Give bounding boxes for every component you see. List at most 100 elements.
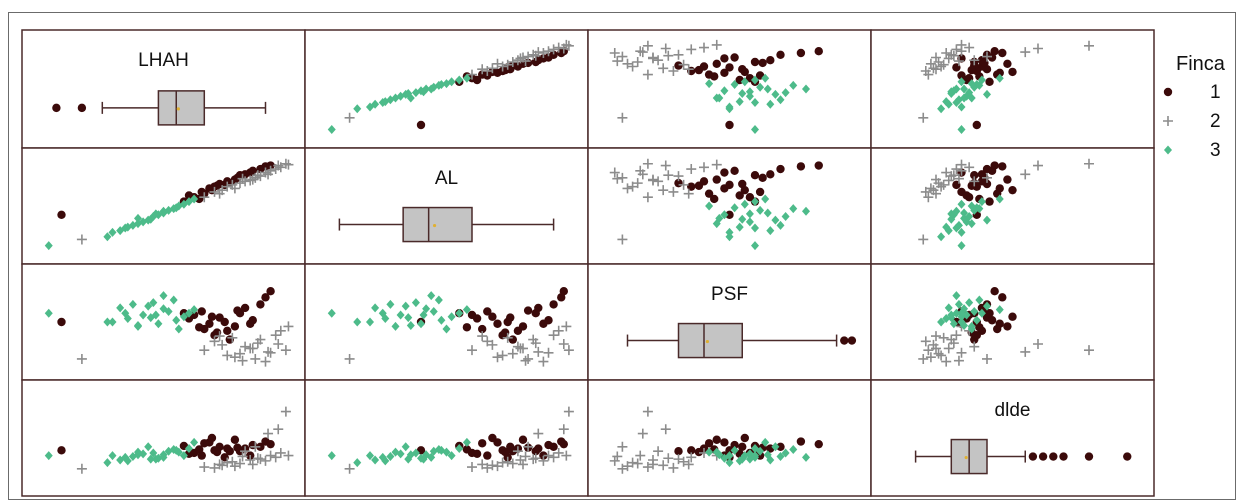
data-point bbox=[273, 339, 284, 349]
data-point bbox=[515, 343, 526, 354]
data-point bbox=[406, 450, 415, 460]
data-point bbox=[275, 447, 286, 458]
data-point bbox=[240, 446, 251, 457]
series-1 bbox=[674, 161, 823, 219]
data-point bbox=[190, 305, 199, 315]
data-point bbox=[549, 50, 558, 59]
data-point bbox=[660, 43, 671, 54]
data-point bbox=[492, 58, 503, 69]
data-point bbox=[632, 57, 643, 67]
data-point bbox=[344, 463, 355, 474]
data-point bbox=[942, 97, 951, 107]
series-3 bbox=[44, 437, 199, 468]
data-point bbox=[534, 303, 543, 313]
data-point bbox=[503, 317, 512, 327]
series-1 bbox=[57, 287, 275, 344]
data-point bbox=[199, 192, 210, 203]
data-point bbox=[674, 61, 683, 70]
data-point bbox=[967, 201, 976, 211]
data-point bbox=[371, 455, 380, 465]
data-point bbox=[512, 446, 523, 457]
data-point bbox=[941, 356, 952, 367]
data-point bbox=[57, 210, 66, 219]
boxplot-mean bbox=[176, 107, 180, 111]
data-point bbox=[627, 61, 638, 72]
data-point bbox=[353, 104, 362, 114]
data-point bbox=[730, 445, 739, 455]
data-point bbox=[802, 84, 810, 94]
data-point bbox=[386, 299, 395, 309]
data-point bbox=[761, 194, 770, 204]
data-point bbox=[725, 446, 734, 455]
data-point bbox=[76, 353, 87, 364]
data-point bbox=[642, 158, 653, 169]
data-point bbox=[280, 406, 291, 417]
data-point bbox=[975, 80, 984, 90]
data-point bbox=[151, 209, 160, 219]
data-point bbox=[738, 214, 747, 224]
data-point bbox=[497, 457, 508, 468]
variable-label: AL bbox=[435, 168, 458, 189]
panel-PSF-LHAH bbox=[21, 263, 306, 381]
data-point bbox=[705, 79, 714, 89]
data-point bbox=[776, 50, 785, 59]
panel-dlde-dlde: dlde bbox=[870, 379, 1155, 497]
data-point bbox=[745, 87, 754, 97]
data-point bbox=[925, 352, 936, 363]
data-point bbox=[763, 208, 772, 218]
data-point bbox=[715, 450, 724, 460]
data-point bbox=[720, 68, 729, 78]
data-point bbox=[260, 455, 271, 466]
data-point bbox=[134, 321, 142, 331]
data-point bbox=[139, 310, 148, 320]
data-point bbox=[222, 350, 233, 361]
data-point bbox=[538, 356, 549, 367]
data-point bbox=[507, 458, 518, 469]
data-point bbox=[710, 72, 719, 81]
data-point bbox=[642, 40, 653, 51]
data-point bbox=[500, 447, 510, 457]
data-point bbox=[429, 306, 438, 316]
data-point bbox=[995, 194, 1004, 204]
legend-label: 3 bbox=[1210, 140, 1221, 161]
boxplot-outlier bbox=[1038, 452, 1048, 461]
data-point bbox=[725, 63, 734, 72]
data-point bbox=[447, 451, 456, 461]
data-point bbox=[497, 350, 508, 361]
data-point bbox=[982, 353, 992, 364]
data-point bbox=[134, 213, 142, 223]
data-point bbox=[366, 317, 374, 327]
data-point bbox=[789, 204, 798, 214]
data-point bbox=[427, 291, 436, 301]
data-point bbox=[990, 161, 999, 170]
data-point bbox=[477, 331, 488, 342]
panel-PSF-dlde bbox=[870, 263, 1155, 381]
data-point bbox=[998, 48, 1007, 58]
series-1 bbox=[416, 433, 568, 462]
data-point bbox=[386, 451, 395, 461]
data-point bbox=[951, 44, 962, 55]
data-point bbox=[694, 181, 704, 190]
data-point bbox=[617, 234, 628, 245]
data-point bbox=[648, 455, 658, 465]
data-point bbox=[472, 75, 482, 85]
data-point bbox=[751, 75, 759, 85]
data-point bbox=[993, 324, 1002, 334]
data-point bbox=[642, 406, 653, 417]
data-point bbox=[937, 317, 946, 327]
data-point bbox=[419, 454, 428, 464]
data-point bbox=[520, 451, 531, 462]
data-point bbox=[938, 59, 949, 70]
data-point bbox=[518, 322, 528, 331]
data-point bbox=[44, 451, 53, 461]
data-point bbox=[558, 339, 569, 349]
data-point bbox=[520, 56, 531, 67]
data-point bbox=[1003, 175, 1012, 184]
data-point bbox=[678, 59, 689, 70]
panel-dlde-LHAH bbox=[21, 379, 306, 497]
data-point bbox=[1008, 312, 1017, 321]
data-point bbox=[941, 48, 952, 58]
data-point bbox=[149, 298, 158, 308]
data-point bbox=[222, 457, 233, 468]
legend-entry-3: 3 bbox=[1164, 140, 1221, 161]
